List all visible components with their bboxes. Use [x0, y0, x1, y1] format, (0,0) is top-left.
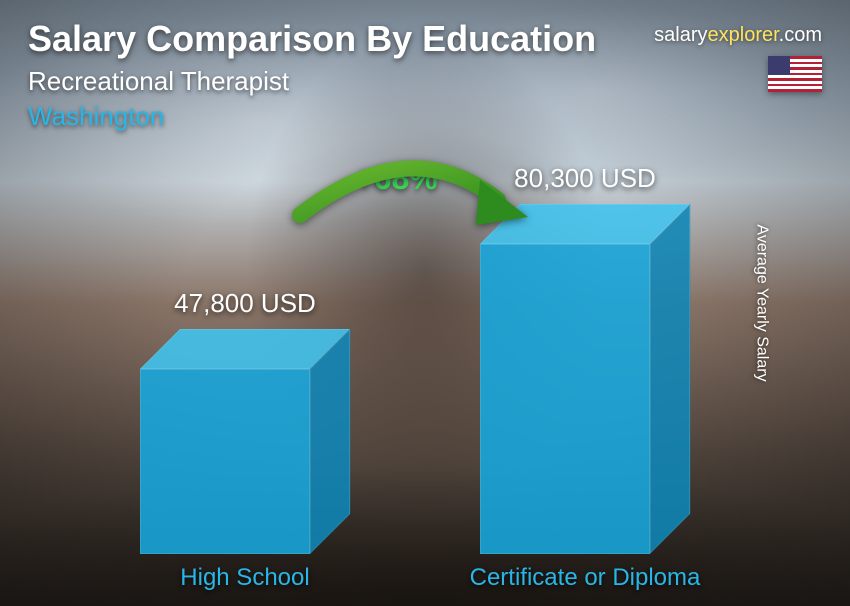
brand-part2: explorer — [708, 24, 779, 46]
bar-category-label: High School — [100, 564, 390, 592]
location-label: Washington — [28, 101, 822, 132]
brand-part3: .com — [779, 24, 822, 46]
flag-icon — [768, 56, 822, 92]
bar — [480, 244, 650, 554]
bar-chart: 47,800 USDHigh School80,300 USDCertifica… — [0, 150, 850, 606]
brand-logo: salaryexplorer.com — [654, 24, 822, 47]
brand-part1: salary — [654, 24, 707, 46]
bar — [140, 369, 310, 554]
increase-arrow-icon — [280, 145, 540, 255]
page-subtitle: Recreational Therapist — [28, 66, 822, 97]
bar-value-label: 47,800 USD — [130, 288, 360, 319]
bar-category-label: Certificate or Diploma — [440, 564, 730, 592]
